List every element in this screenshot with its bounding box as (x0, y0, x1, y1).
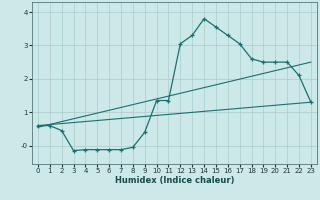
X-axis label: Humidex (Indice chaleur): Humidex (Indice chaleur) (115, 176, 234, 185)
